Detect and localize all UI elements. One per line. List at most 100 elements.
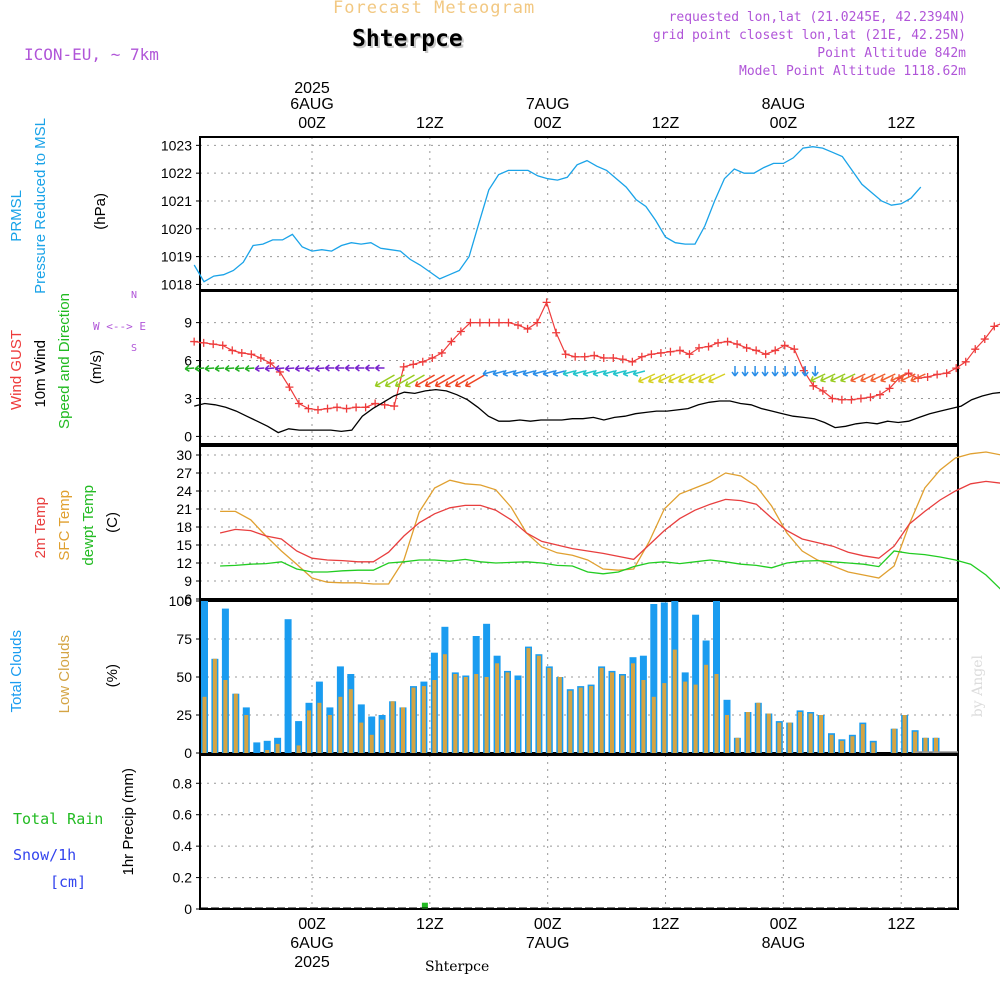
total-cloud-bar [660,602,668,753]
rain-bar [421,902,428,909]
y-tick-label: 50 [176,669,192,685]
low-cloud-bar [296,745,301,753]
low-cloud-bar [704,664,709,753]
gust-point [256,354,265,363]
wind-arrow [781,366,789,377]
top-time-label: 00Z [298,115,326,132]
low-cloud-bar [348,689,353,753]
low-cloud-bar [516,680,520,753]
gust-point [637,352,646,361]
top-time-label: 12Z [416,115,444,132]
y-tick-label: 0 [184,428,192,444]
temp2m-line [219,480,1000,563]
wind-arrow [751,366,759,377]
panel-0: 1018 1019 1020 1021 1022 1023 [161,136,959,292]
gust-point [218,341,227,350]
gust-point [942,369,951,378]
low-cloud-bar [850,736,855,753]
total-cloud-bar [368,716,376,753]
top-time-label: 00Z [534,115,562,132]
wind-arrow [741,366,749,377]
gust-point [247,350,256,359]
gust-point [275,367,284,376]
wind-arrow [254,364,265,373]
low-cloud-bar [495,663,500,753]
low-cloud-bar [421,686,426,753]
low-cloud-bar [871,742,876,753]
compass-south: S [131,343,138,354]
low-cloud-bar [693,684,698,753]
gust-point [904,369,913,378]
low-cloud-bar [317,702,322,753]
wind-arrow [334,364,345,372]
gust-point [428,354,437,363]
wind-arrow [264,364,275,373]
wind-arrow [224,364,235,373]
snow-unit: [cm] [50,873,87,891]
y-tick-label: 12 [176,555,192,571]
gust-point [209,340,218,349]
gust-point [856,394,865,403]
gust-point [885,384,894,393]
y-tick-label: 6 [184,353,192,369]
gust-point [628,357,637,366]
low-cloud-bar [934,737,938,753]
wind-arrow [244,364,255,373]
wind-arrow [344,364,355,372]
wind-arrow [482,369,495,377]
wind-arrow [492,369,505,377]
gust-point [199,338,208,347]
low-cloud-bar [651,696,656,753]
gust-point [923,372,932,381]
y-tick-label: 1018 [161,276,192,292]
low-cloud-bar [463,677,468,753]
y-tick-label: 9 [184,315,192,331]
wind-arrow [880,373,896,383]
gust-point [552,328,561,337]
wind-arrow [532,369,545,377]
low-cloud-bar [599,667,604,753]
total-cloud-bar [692,614,700,753]
top-date-label: 7AUG [526,96,570,113]
wind-arrow [384,374,405,388]
top-date-label: 6AUG [290,96,334,113]
wind-arrow [314,364,325,373]
low-cloud-bar [432,680,437,753]
gust-point [685,350,694,359]
total-cloud-bar [201,601,208,753]
model-label: ICON-EU, ~ 7km [24,45,159,64]
low-cloud-bar [735,737,740,753]
top-year-label: 2025 [294,80,330,97]
low-cloud-bar [474,674,479,753]
gust-point [666,347,675,356]
low-cloud-bar [923,737,928,753]
prmsl-line [193,146,922,283]
gust-point [695,343,704,352]
wind-arrow [572,369,585,377]
gust-point [533,318,542,327]
bottom-time-label: 00Z [534,916,562,933]
gust-point [809,381,818,390]
point-altitude: Point Altitude 842m [817,46,966,61]
cloud-bars [201,601,940,753]
low-cloud-bar [902,715,907,753]
y-tick-label: 18 [176,519,192,535]
chart-supertitle: Forecast Meteogram [333,0,536,18]
gust-point [733,340,742,349]
wind-arrow [434,374,455,388]
panel-2: 6 9 12 15 18 21 24 27 30 [176,445,959,607]
total-cloud-bar [650,604,658,753]
wind-arrow [502,369,515,377]
wind-arrow [890,373,906,383]
low-cloud-bar [484,677,489,753]
low-cloud-bar [233,693,238,753]
gust-point [361,403,370,412]
wind-arrow [365,364,375,372]
low-cloud-bar [662,683,667,753]
y-tick-label: 1021 [161,193,192,209]
low-cloud-bar [275,743,280,753]
compass-north: N [131,290,138,301]
gust-point [399,362,408,371]
low-cloud-bar [578,687,583,753]
gust-point [980,335,989,344]
